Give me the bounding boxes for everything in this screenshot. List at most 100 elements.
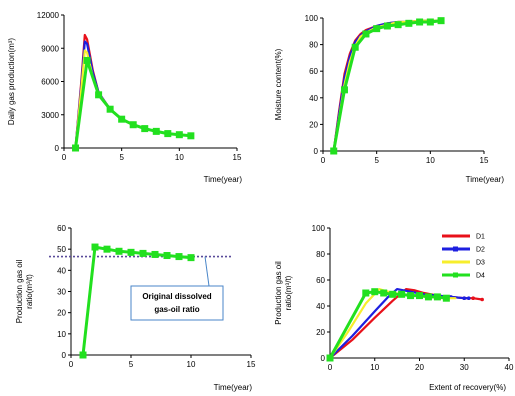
data-point-D4 (416, 18, 424, 26)
series-line-D2 (74, 40, 192, 150)
data-point-D4 (371, 288, 379, 296)
y-tick-label: 20 (316, 328, 325, 337)
data-point-D4 (115, 247, 123, 255)
y-axis-title-line: ratio(m³/t) (284, 275, 293, 310)
data-point-D4 (139, 249, 147, 257)
data-point-D4 (83, 56, 91, 64)
data-point-D4 (442, 294, 450, 302)
x-tick-label: 10 (175, 153, 184, 162)
legend-label-D1: D1 (476, 234, 485, 241)
x-tick-label: 15 (233, 153, 242, 162)
y-tick-label: 9000 (41, 44, 59, 53)
callout-text-line: Original dissolved (142, 292, 211, 301)
data-point-D4 (383, 22, 391, 30)
data-point-D4 (362, 289, 370, 297)
data-point-D4 (394, 21, 402, 29)
x-tick-label: 15 (480, 156, 489, 165)
x-tick-label: 0 (321, 156, 326, 165)
data-point-D4 (340, 86, 348, 94)
y-axis-title-line: Production gas oil (15, 259, 24, 323)
data-point-D4 (426, 18, 434, 26)
legend-label-D4: D4 (476, 273, 485, 280)
x-tick-label: 0 (62, 153, 67, 162)
data-point-D2 (466, 296, 471, 301)
data-point-D4 (151, 250, 159, 258)
chart-gor_time: 0 5 10 15 0 10 20 30 40 50 60 Time(year) Production … (15, 224, 256, 392)
x-tick-label: 40 (505, 363, 514, 372)
series-line-D4 (74, 58, 193, 150)
y-tick-label: 80 (316, 250, 325, 259)
y-tick-label: 20 (57, 309, 66, 318)
x-tick-label: 15 (247, 360, 256, 369)
legend-marker-D4 (453, 272, 458, 278)
data-point-D4 (398, 290, 406, 298)
y-tick-label: 0 (62, 351, 67, 360)
data-point-D4 (152, 127, 160, 135)
y-tick-label: 3000 (41, 111, 59, 120)
data-point-D4 (164, 130, 172, 138)
y-tick-label: 0 (55, 144, 60, 153)
chart-gor_recovery: 0 10 20 30 40 0 20 40 60 80 100 Extent of recovery(… (274, 224, 514, 392)
series-line-D2 (332, 19, 443, 153)
data-point-D4 (79, 351, 87, 359)
data-point-D4 (106, 105, 114, 113)
y-axis-title: Daily gas production(m³) (7, 38, 16, 125)
data-point-D4 (437, 17, 445, 25)
data-point-D4 (433, 293, 441, 301)
data-point-D1 (480, 297, 484, 302)
callout-text-line: gas-oil ratio (154, 305, 199, 314)
x-tick-label: 10 (370, 363, 379, 372)
data-point-D4 (351, 43, 359, 51)
series-line-D3 (332, 19, 443, 153)
data-point-D4 (416, 292, 423, 300)
data-point-D4 (175, 253, 183, 261)
callout-pointer (204, 256, 210, 287)
data-point-D4 (72, 144, 80, 152)
data-point-D4 (163, 252, 171, 260)
y-tick-label: 60 (316, 276, 325, 285)
data-point-D4 (405, 19, 413, 27)
data-point-D2 (462, 296, 467, 301)
series-line-D1 (74, 33, 192, 150)
y-tick-label: 30 (57, 288, 66, 297)
series-line-D4 (81, 245, 193, 357)
data-point-D4 (424, 293, 432, 301)
y-tick-label: 10 (57, 330, 66, 339)
y-tick-label: 0 (314, 147, 319, 156)
x-axis-title: Time(year) (204, 175, 243, 184)
x-tick-label: 5 (129, 360, 134, 369)
x-axis-title: Extent of recovery(%) (429, 383, 506, 392)
legend-label-D2: D2 (476, 247, 485, 254)
x-tick-label: 10 (426, 156, 435, 165)
x-tick-label: 10 (187, 360, 196, 369)
y-tick-label: 60 (57, 224, 66, 233)
y-axis-title-line: Production gas oil (274, 261, 283, 325)
x-tick-label: 0 (328, 363, 333, 372)
y-axis-title-line: Daily gas production(m³) (7, 38, 16, 125)
data-point-D4 (362, 30, 370, 38)
data-point-D4 (407, 292, 415, 300)
series-line-D1 (332, 19, 443, 153)
chart-gas: 0 5 10 15 0 3000 6000 9000 12000 Time(year) Daily … (7, 11, 242, 184)
data-point-D4 (141, 125, 149, 133)
y-tick-label: 50 (57, 245, 66, 254)
data-point-D4 (187, 254, 195, 262)
y-tick-label: 40 (316, 302, 325, 311)
data-point-D4 (103, 245, 111, 253)
y-tick-label: 100 (305, 14, 319, 23)
data-point-D1 (471, 296, 476, 301)
y-tick-label: 20 (309, 120, 318, 129)
legend-label-D3: D3 (476, 260, 485, 267)
y-tick-label: 40 (57, 266, 66, 275)
y-tick-label: 100 (312, 224, 326, 233)
y-tick-label: 40 (309, 94, 318, 103)
series-line-D4 (332, 19, 443, 153)
x-tick-label: 5 (374, 156, 379, 165)
data-point-D4 (326, 354, 334, 362)
y-tick-label: 60 (309, 67, 318, 76)
data-point-D4 (330, 147, 338, 155)
legend-marker-D2 (453, 246, 458, 252)
chart-moisture: 0 5 10 15 0 20 40 60 80 100 Time(year) Moisture con… (274, 14, 504, 184)
y-axis-title: Moisture content(%) (274, 48, 283, 120)
data-point-D4 (118, 115, 126, 123)
